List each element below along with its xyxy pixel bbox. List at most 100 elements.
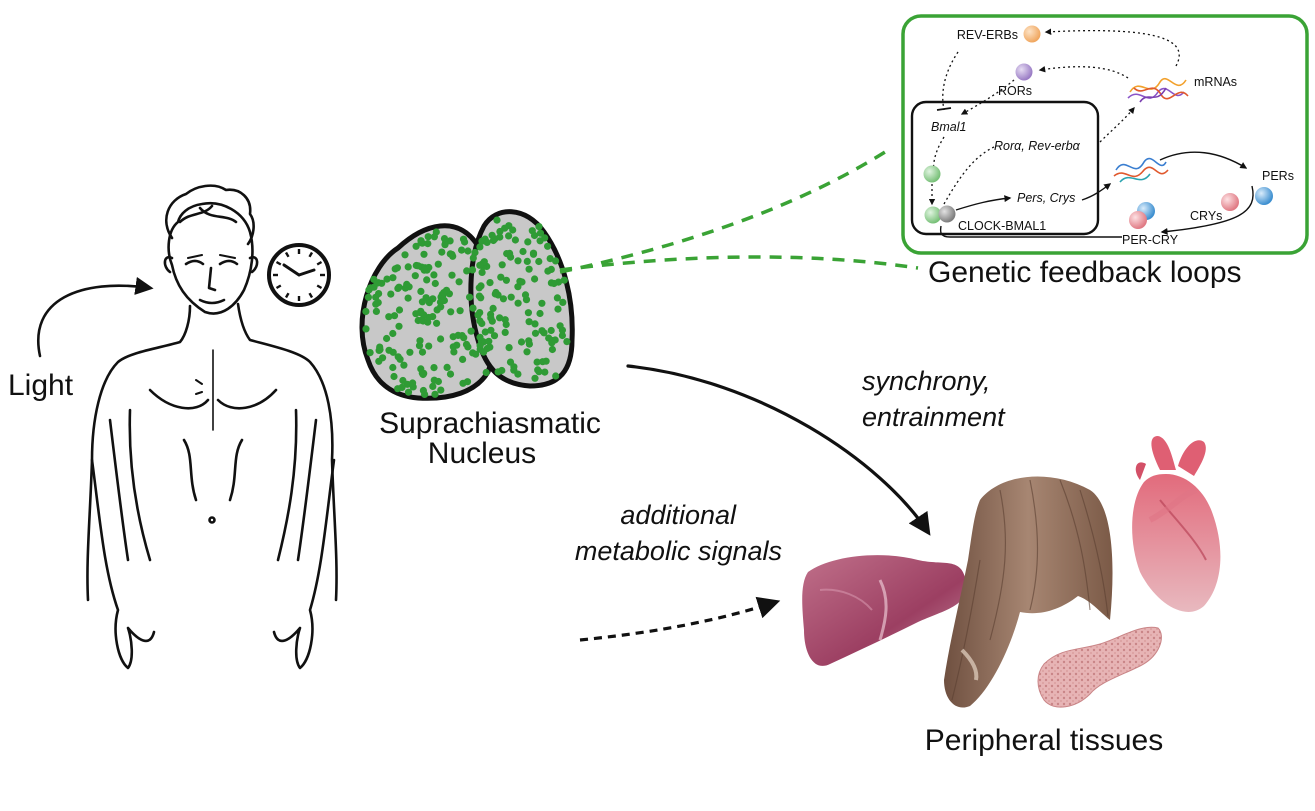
clock-protein-icon [938, 205, 956, 223]
scn-cell [362, 325, 370, 333]
scn-cell [417, 238, 425, 247]
scn-cell [476, 243, 484, 251]
scn-cell [488, 231, 496, 239]
scn-cell [472, 350, 480, 358]
scn-cell [490, 332, 499, 340]
ror-protein-icon [1015, 63, 1033, 81]
scn-cell [443, 363, 451, 371]
scn-cell [469, 254, 477, 262]
per-cry-mrna-icon [1113, 157, 1169, 183]
scn-cell [401, 251, 409, 259]
clock-icon [267, 243, 331, 307]
scn-cell [383, 275, 391, 283]
scn-cell [434, 377, 442, 386]
scn-cell [440, 296, 448, 305]
light-arrow [37, 276, 154, 358]
scn-cell [412, 242, 420, 250]
scn-cell [414, 262, 422, 270]
bmal1-complex-icon [924, 206, 942, 224]
scn-cell [559, 298, 567, 306]
scn-cell [366, 349, 374, 357]
scn-cell [531, 275, 539, 283]
scn-cell [516, 277, 524, 285]
scn-cell [482, 368, 490, 377]
scn-cell [389, 329, 397, 338]
zoom-link-bottom [559, 255, 919, 272]
scn-cell [498, 261, 506, 269]
scn-cell [449, 252, 457, 260]
scn-cell [404, 263, 412, 271]
scn-cell [420, 266, 428, 274]
scn-cell [563, 338, 571, 346]
scn-cell [550, 279, 558, 288]
scn-cell [389, 363, 397, 372]
scn-cell [438, 248, 446, 256]
scn-cell [487, 314, 495, 322]
metabolic-signal-arrow [579, 596, 781, 642]
scn-cell [437, 303, 445, 311]
scn-cell [496, 314, 504, 322]
scn-label-line2: Nucleus [428, 437, 536, 470]
scn-cell [467, 327, 475, 335]
scn-cell [425, 299, 433, 307]
scn-cell [530, 231, 539, 240]
pancreas-icon [1037, 626, 1162, 708]
scn-icon [359, 209, 575, 401]
human-figure-icon [86, 184, 338, 670]
scn-cell [389, 274, 397, 282]
cry-protein-icon [1221, 193, 1239, 211]
scn-cell [525, 337, 533, 345]
scn-cell [404, 294, 412, 302]
scn-cell [541, 368, 549, 376]
scn-cell [531, 374, 539, 382]
rors-label: RORs [998, 84, 1032, 98]
scn-cell [400, 361, 408, 369]
clock-bmal1-label: CLOCK-BMAL1 [958, 219, 1046, 233]
scn-cell [489, 304, 497, 312]
scn-cell [529, 250, 538, 258]
crys-label: CRYs [1190, 209, 1222, 223]
scn-cell [437, 386, 445, 394]
scn-cell [372, 300, 380, 308]
scn-cell [424, 240, 432, 248]
scn-cell [507, 293, 515, 301]
scn-cell [466, 293, 474, 301]
scn-cell [447, 308, 455, 316]
scn-cell [406, 348, 414, 356]
bmal1-label: Bmal1 [931, 120, 966, 134]
rev-erbs-label: REV-ERBs [957, 28, 1018, 42]
scn-cell [440, 235, 449, 243]
bmal1-protein-icon [923, 165, 941, 183]
scn-cell [442, 286, 451, 294]
scn-cell [509, 226, 517, 234]
scn-cell [421, 390, 429, 398]
scn-cell [523, 257, 531, 265]
scn-cell [474, 311, 482, 319]
scn-cell [524, 309, 533, 317]
liver-icon [802, 555, 967, 666]
scn-cell [487, 326, 495, 334]
scn-cell [535, 257, 543, 266]
scn-cell [383, 334, 391, 343]
scn-cell [471, 248, 479, 257]
scn-cell [480, 348, 488, 356]
scn-cell [547, 326, 555, 335]
scn-cell [420, 250, 428, 258]
scn-cell [431, 390, 439, 398]
per-protein-icon [1255, 187, 1273, 205]
scn-cell [494, 368, 502, 376]
scn-cell [476, 342, 484, 350]
scn-cell [525, 318, 533, 326]
scn-cell [531, 329, 540, 337]
scn-cell [403, 280, 411, 288]
scn-cell [560, 276, 568, 284]
scn-cell [554, 305, 562, 313]
mrnas-label: mRNAs [1194, 75, 1237, 89]
scn-cell [390, 372, 398, 381]
synchrony-label-line2: entrainment [862, 402, 1006, 432]
heart-icon [1132, 436, 1221, 612]
peripheral-tissues-label: Peripheral tissues [925, 724, 1163, 757]
scn-cell [364, 293, 372, 301]
pers-crys-label: Pers, Crys [1017, 191, 1075, 205]
